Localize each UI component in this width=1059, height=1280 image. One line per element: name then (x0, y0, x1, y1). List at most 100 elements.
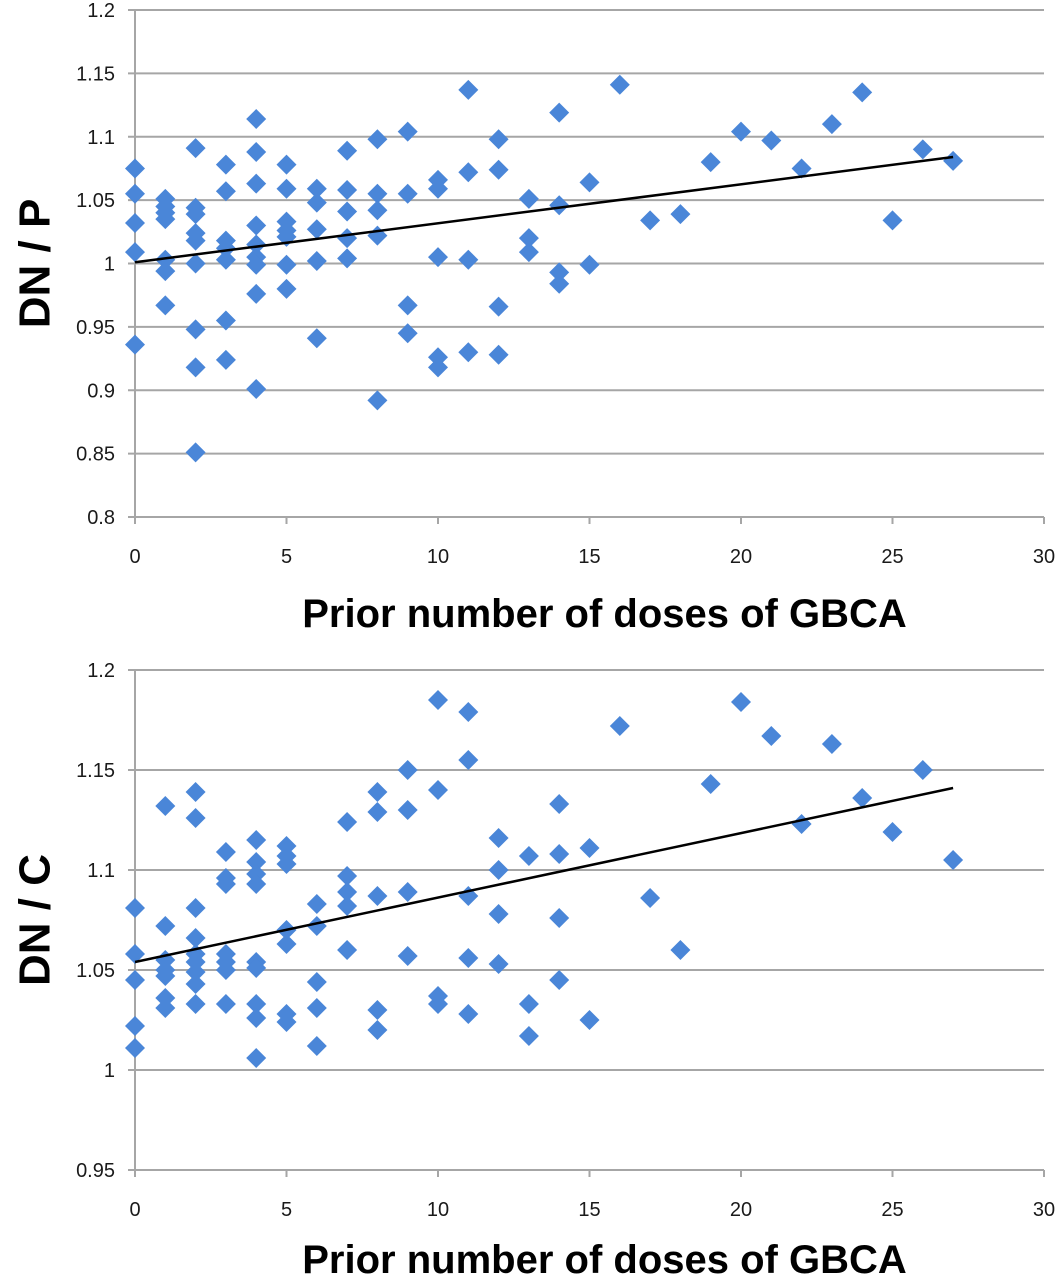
data-point (367, 886, 388, 906)
data-point (428, 994, 448, 1014)
data-point (761, 726, 782, 746)
data-point (155, 261, 176, 282)
data-point (215, 842, 236, 862)
data-point (518, 188, 539, 209)
data-point (306, 328, 327, 349)
x-tick-label: 15 (578, 1199, 600, 1221)
data-point (488, 296, 509, 317)
data-point (185, 962, 206, 982)
data-point (458, 249, 479, 270)
data-point (155, 916, 176, 936)
y-tick-label: 1.1 (87, 860, 115, 882)
data-point (852, 788, 873, 808)
data-point (337, 248, 358, 269)
data-point (246, 254, 267, 275)
data-point (276, 178, 297, 199)
data-point (276, 854, 297, 874)
data-point (488, 828, 509, 848)
data-point (337, 882, 358, 902)
data-point (670, 204, 691, 225)
data-point (428, 357, 448, 378)
data-point (428, 347, 448, 368)
data-point (155, 796, 176, 816)
data-point (337, 812, 358, 832)
data-point (276, 278, 297, 299)
data-point (488, 904, 509, 924)
data-point (306, 219, 327, 240)
data-point (185, 253, 206, 274)
data-point (215, 874, 236, 894)
data-point (215, 238, 236, 259)
data-point (579, 1010, 600, 1030)
data-point (397, 800, 418, 820)
data-point (215, 994, 236, 1014)
data-point (579, 838, 600, 858)
data-point (246, 874, 267, 894)
data-point (125, 183, 145, 204)
data-point (943, 850, 964, 870)
data-point (215, 181, 236, 202)
data-point (276, 934, 297, 954)
data-point (428, 178, 448, 199)
data-point (125, 1038, 145, 1058)
data-point (397, 183, 418, 204)
data-point (337, 201, 358, 222)
data-point (882, 822, 903, 842)
x-tick-label: 20 (730, 546, 752, 568)
y-tick-label: 1.2 (87, 660, 115, 682)
data-point (458, 79, 479, 100)
x-tick-label: 30 (1033, 546, 1055, 568)
data-point (155, 998, 176, 1018)
data-point (397, 121, 418, 142)
data-point (185, 319, 206, 340)
x-tick-label: 5 (281, 546, 292, 568)
data-point (640, 210, 661, 231)
data-point (306, 894, 327, 914)
data-point (125, 970, 145, 990)
data-point (337, 140, 358, 161)
data-point (549, 908, 570, 928)
data-point (518, 846, 539, 866)
data-point (155, 249, 176, 270)
data-point (246, 852, 267, 872)
data-point (367, 200, 388, 221)
data-point (125, 898, 145, 918)
data-point (700, 152, 721, 173)
y-tick-label: 1.1 (87, 127, 115, 149)
data-point (367, 782, 388, 802)
data-point (882, 210, 903, 231)
data-point (428, 247, 448, 268)
y-tick-label: 1.15 (76, 63, 115, 85)
data-point (549, 273, 570, 294)
data-point (367, 225, 388, 246)
data-point (549, 970, 570, 990)
data-point (488, 860, 509, 880)
data-point (488, 344, 509, 365)
trendline (134, 786, 954, 964)
data-point (609, 74, 630, 95)
data-point (458, 1004, 479, 1024)
data-point (185, 994, 206, 1014)
x-tick-label: 25 (881, 546, 903, 568)
data-point (488, 954, 509, 974)
data-point (185, 808, 206, 828)
chart-dn-p: 0.8 0.85 0.9 0.95 1 1.05 1.1 1.15 1.2 0 5 10 15 20 25 3… (11, 0, 1056, 636)
data-point (125, 944, 145, 964)
data-point (185, 357, 206, 378)
data-point (367, 1000, 388, 1020)
data-point (731, 692, 751, 712)
data-point (246, 1048, 267, 1068)
data-point (185, 138, 206, 159)
y-tick-label: 1.2 (87, 0, 115, 22)
x-tick-label: 0 (129, 1199, 140, 1221)
data-point (337, 228, 358, 249)
data-point (125, 242, 145, 263)
data-point (185, 928, 206, 948)
data-point (458, 162, 479, 183)
data-point (337, 866, 358, 886)
data-point (549, 262, 570, 283)
data-point (458, 948, 479, 968)
data-point (246, 958, 267, 978)
data-point (549, 794, 570, 814)
